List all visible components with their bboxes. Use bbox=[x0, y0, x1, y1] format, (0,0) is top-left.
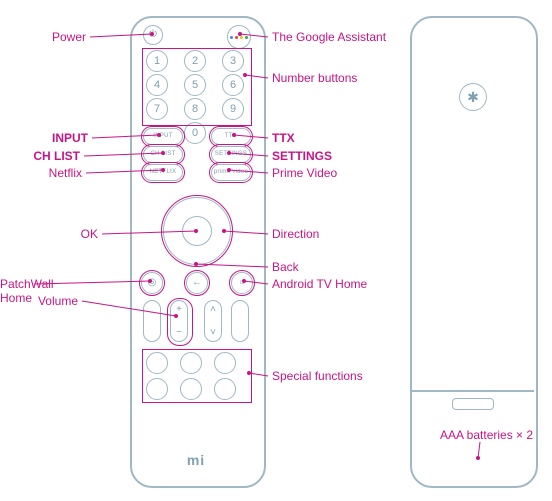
label-back: Back bbox=[272, 260, 299, 274]
label-chlist: CH LIST bbox=[0, 149, 80, 163]
label-gassist: The Google Assistant bbox=[272, 30, 386, 44]
numberpad-highlight bbox=[142, 48, 252, 126]
ch-rocker[interactable]: ˄˅ bbox=[204, 300, 222, 342]
label-input: INPUT bbox=[0, 131, 88, 145]
label-batteries: AAA batteries × 2 bbox=[440, 428, 533, 442]
label-netflix: Netflix bbox=[0, 166, 82, 180]
label-power: Power bbox=[0, 30, 86, 44]
volume-highlight bbox=[167, 298, 193, 346]
label-special: Special functions bbox=[272, 369, 363, 383]
specials-highlight bbox=[142, 349, 252, 403]
battery-cover-indent bbox=[452, 398, 494, 410]
battery-cover-line bbox=[410, 390, 534, 392]
google-assistant-button[interactable] bbox=[227, 25, 251, 49]
label-prime: Prime Video bbox=[272, 166, 337, 180]
label-ttx: TTX bbox=[272, 131, 295, 145]
label-volume: Volume bbox=[0, 294, 78, 308]
mi-logo: mi bbox=[187, 452, 205, 468]
dpad-highlight bbox=[161, 195, 233, 267]
label-ok: OK bbox=[0, 227, 98, 241]
power-button[interactable]: ⏻ bbox=[143, 25, 163, 45]
label-numbers: Number buttons bbox=[272, 71, 357, 85]
label-android: Android TV Home bbox=[272, 277, 367, 291]
label-settings: SETTINGS bbox=[272, 149, 332, 163]
mute-rocker[interactable] bbox=[143, 300, 161, 342]
label-direction: Direction bbox=[272, 227, 319, 241]
app-rocker[interactable] bbox=[231, 300, 249, 342]
bluetooth-icon: ✱ bbox=[459, 83, 487, 111]
